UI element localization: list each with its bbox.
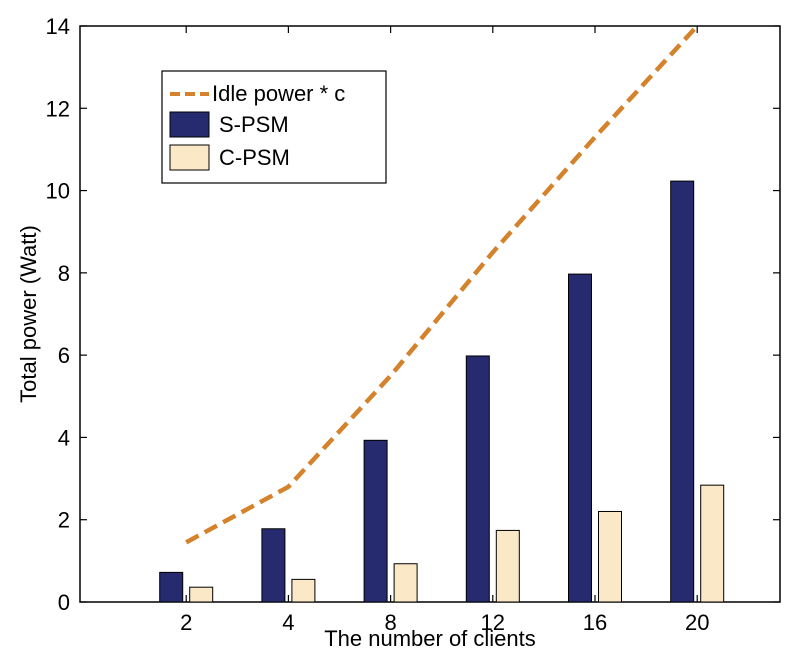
line-idle-power xyxy=(185,26,699,545)
x-tick-label: 2 xyxy=(180,610,192,635)
legend-label-s-psm: S-PSM xyxy=(219,112,289,137)
bar-c-psm xyxy=(291,578,316,603)
y-tick-label: 14 xyxy=(46,14,70,39)
bar-c-psm xyxy=(495,529,520,603)
y-tick-label: 2 xyxy=(58,508,70,533)
x-axis-title: The number of clients xyxy=(324,626,536,651)
y-tick-label: 12 xyxy=(46,96,70,121)
bar-s-psm xyxy=(159,571,184,603)
legend-swatch-c-psm xyxy=(169,144,210,171)
y-tick-label: 8 xyxy=(58,261,70,286)
x-tick-label: 8 xyxy=(384,610,396,635)
y-tick-label: 0 xyxy=(58,590,70,615)
x-axis: 2 4 8 12 16 20 xyxy=(180,26,709,635)
bar-s-psm xyxy=(568,273,592,603)
y-axis: 0 2 4 6 8 10 12 14 xyxy=(46,14,780,615)
bar-c-psm xyxy=(189,586,214,603)
bars-group xyxy=(159,180,725,603)
legend-label-c-psm: C-PSM xyxy=(219,145,290,170)
y-tick-label: 4 xyxy=(58,425,70,450)
x-tick-label: 4 xyxy=(282,610,294,635)
x-tick-label: 12 xyxy=(481,610,505,635)
bar-c-psm xyxy=(700,484,725,603)
bar-s-psm xyxy=(465,355,490,603)
legend-swatch-s-psm xyxy=(169,111,210,138)
legend-label-idle-power: Idle power * c xyxy=(212,81,345,106)
bar-c-psm xyxy=(393,563,418,603)
x-tick-label: 20 xyxy=(685,610,709,635)
y-tick-label: 6 xyxy=(58,343,70,368)
bar-c-psm xyxy=(598,510,622,603)
y-tick-label: 10 xyxy=(46,179,70,204)
y-axis-title: Total power (Watt) xyxy=(16,225,41,403)
bar-s-psm xyxy=(670,180,695,603)
x-tick-label: 16 xyxy=(583,610,607,635)
legend: Idle power * c S-PSM C-PSM xyxy=(161,70,387,184)
bar-s-psm xyxy=(261,528,286,603)
line-series-group xyxy=(185,26,699,545)
bar-s-psm xyxy=(363,439,388,603)
